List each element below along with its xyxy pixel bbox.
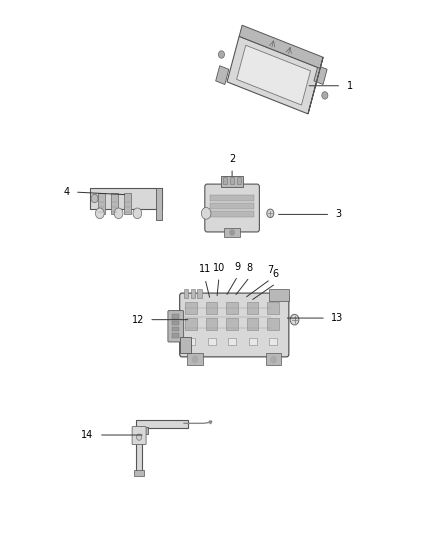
Bar — [134, 470, 145, 477]
Bar — [266, 353, 282, 365]
Bar — [180, 337, 191, 353]
FancyBboxPatch shape — [180, 293, 289, 357]
Polygon shape — [227, 36, 320, 114]
Text: 12: 12 — [131, 314, 144, 325]
Circle shape — [322, 92, 328, 99]
Bar — [268, 318, 279, 330]
Bar — [268, 302, 279, 314]
Circle shape — [201, 207, 211, 219]
Bar — [237, 177, 241, 183]
Polygon shape — [237, 45, 311, 105]
Circle shape — [230, 230, 234, 235]
Bar — [247, 318, 258, 330]
Bar — [211, 203, 254, 208]
Text: 13: 13 — [331, 313, 343, 323]
Circle shape — [91, 194, 98, 203]
FancyBboxPatch shape — [132, 426, 146, 445]
Polygon shape — [239, 25, 323, 68]
Bar — [111, 193, 118, 214]
Text: 9: 9 — [235, 262, 241, 272]
Bar — [208, 338, 215, 345]
Circle shape — [133, 208, 142, 219]
Bar — [136, 426, 142, 471]
Bar — [226, 318, 238, 330]
Bar — [223, 177, 227, 183]
Bar — [172, 314, 179, 319]
Circle shape — [271, 357, 276, 363]
FancyBboxPatch shape — [205, 184, 259, 232]
Bar — [206, 318, 217, 330]
Polygon shape — [314, 66, 327, 85]
Bar — [211, 195, 254, 200]
Circle shape — [114, 208, 123, 219]
Bar — [136, 426, 148, 434]
Text: 4: 4 — [64, 187, 70, 197]
Bar — [90, 188, 162, 209]
Circle shape — [137, 434, 142, 440]
Text: 7: 7 — [267, 265, 274, 275]
Bar — [269, 289, 289, 301]
Circle shape — [267, 209, 274, 217]
Bar — [197, 289, 201, 298]
Bar — [185, 302, 197, 314]
Bar — [185, 318, 197, 330]
Bar — [155, 188, 162, 220]
Bar — [249, 338, 257, 345]
Text: 6: 6 — [273, 269, 279, 279]
Text: 2: 2 — [229, 154, 235, 164]
Polygon shape — [308, 57, 323, 114]
Bar — [187, 353, 203, 365]
Bar — [211, 211, 254, 216]
Bar — [172, 321, 179, 325]
Polygon shape — [215, 66, 229, 85]
Text: 10: 10 — [213, 263, 225, 273]
Text: 3: 3 — [336, 209, 342, 220]
FancyBboxPatch shape — [168, 311, 184, 342]
Bar — [98, 193, 105, 214]
Bar — [187, 338, 195, 345]
Text: 1: 1 — [346, 81, 353, 91]
Bar — [172, 334, 179, 338]
Bar — [206, 302, 217, 314]
Bar — [226, 302, 238, 314]
Circle shape — [290, 314, 299, 325]
Bar — [224, 228, 240, 237]
Bar — [221, 176, 243, 187]
Circle shape — [95, 208, 104, 219]
Text: 14: 14 — [81, 430, 94, 440]
Bar — [230, 177, 234, 183]
Bar — [247, 302, 258, 314]
Circle shape — [192, 357, 198, 363]
Text: 8: 8 — [247, 263, 253, 273]
Bar — [136, 420, 188, 427]
Bar — [269, 338, 277, 345]
Bar — [172, 327, 179, 332]
Bar — [124, 193, 131, 214]
Bar — [228, 338, 236, 345]
Text: 11: 11 — [199, 264, 211, 274]
Bar — [191, 289, 195, 298]
Circle shape — [219, 51, 225, 58]
Bar — [184, 289, 188, 298]
